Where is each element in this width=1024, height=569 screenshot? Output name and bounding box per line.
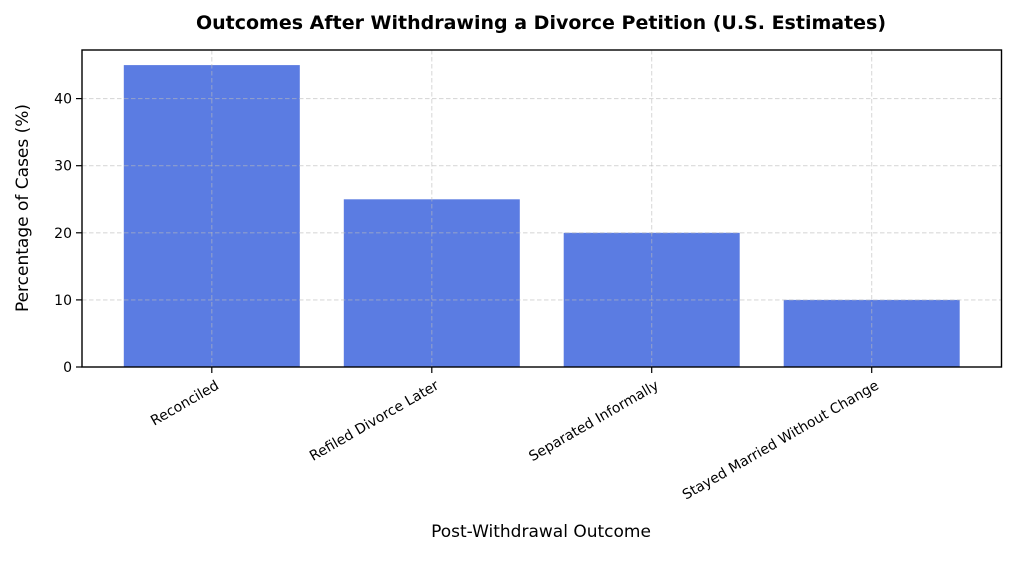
chart-title: Outcomes After Withdrawing a Divorce Pet…: [196, 12, 886, 34]
y-tick-label: 20: [54, 226, 72, 242]
plot-area: 0 10 20 30 40 Reconciled Refiled Divorce Later…: [54, 49, 1003, 504]
x-tick-label-0: Reconciled: [148, 378, 222, 430]
y-axis-label: Percentage of Cases (%): [13, 104, 33, 312]
x-axis-label: Post-Withdrawal Outcome: [431, 522, 651, 542]
y-tick-label: 10: [54, 293, 72, 309]
y-tick-label: 0: [63, 360, 72, 376]
x-tick-label-2: Separated Informally: [526, 378, 661, 465]
y-tick-label: 30: [54, 159, 72, 175]
x-tick-label-1: Refiled Divorce Later: [307, 377, 442, 464]
x-tick-label-3: Stayed Married Without Change: [680, 378, 882, 504]
y-tick-label: 40: [54, 92, 72, 108]
plot-border: [81, 49, 1003, 368]
